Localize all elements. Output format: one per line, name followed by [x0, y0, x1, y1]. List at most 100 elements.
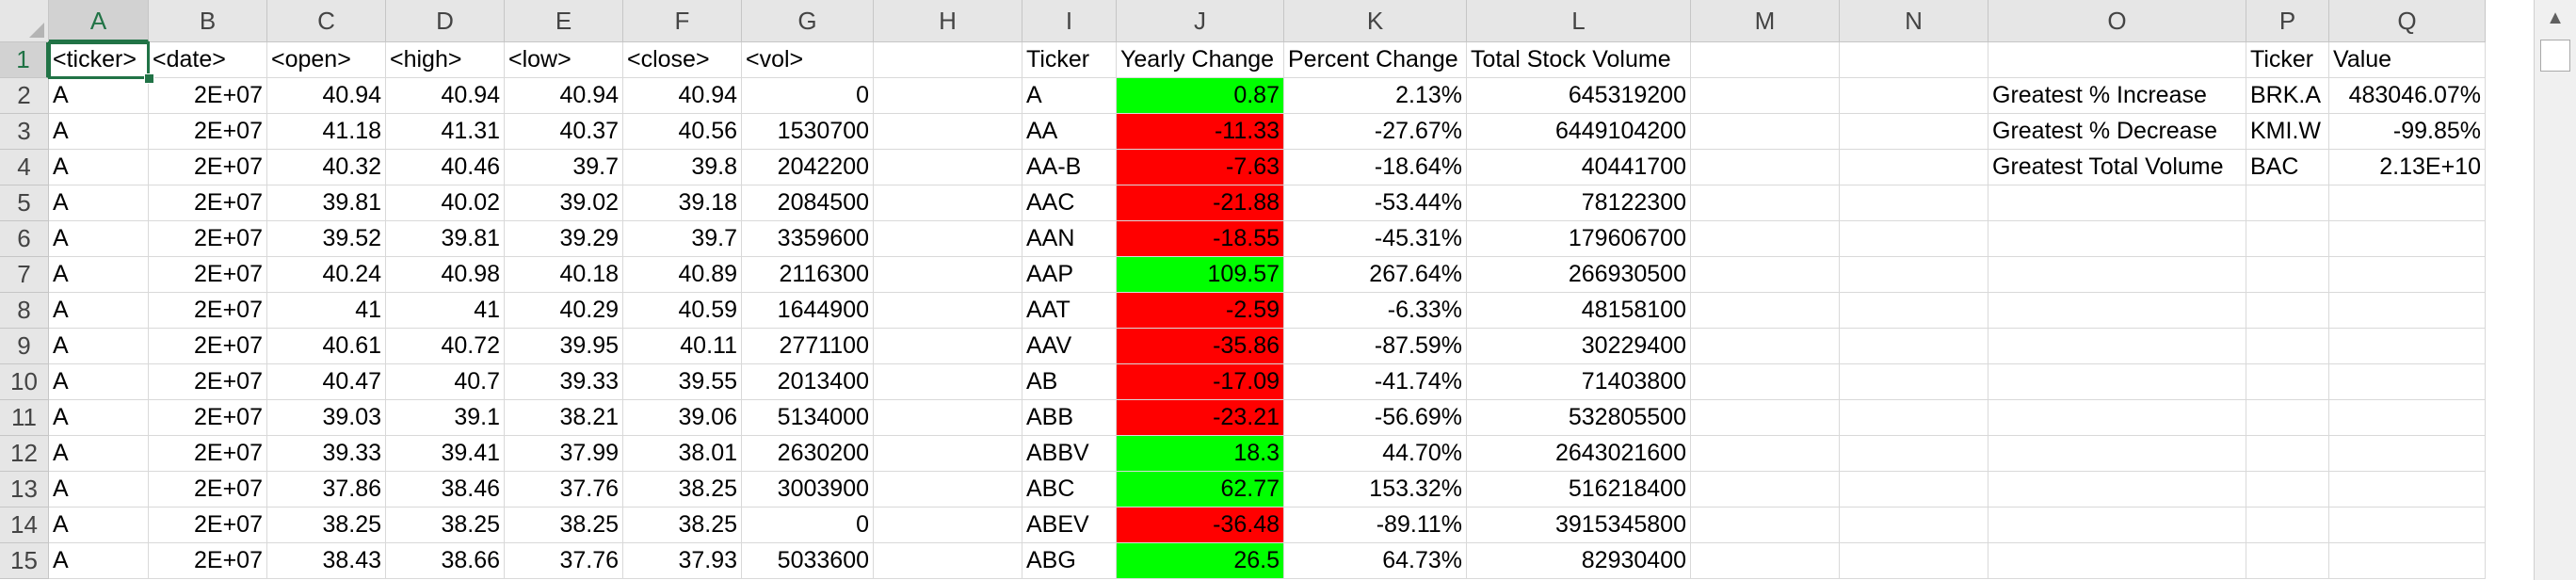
- grid-cell[interactable]: [2246, 185, 2329, 221]
- column-header-e[interactable]: E: [505, 0, 623, 42]
- column-header-f[interactable]: F: [623, 0, 742, 42]
- cell-p4[interactable]: BAC: [2246, 150, 2329, 185]
- cell-l13[interactable]: 516218400: [1467, 472, 1691, 508]
- yearly-change-cell[interactable]: 109.57: [1117, 257, 1284, 293]
- grid-cell[interactable]: [2246, 400, 2329, 436]
- grid-cell[interactable]: [1840, 400, 1988, 436]
- cell-a10[interactable]: A: [49, 364, 149, 400]
- grid-cell[interactable]: [1840, 42, 1988, 78]
- cell-a4[interactable]: A: [49, 150, 149, 185]
- cell-k7[interactable]: 267.64%: [1284, 257, 1467, 293]
- row-header-5[interactable]: 5: [0, 185, 49, 221]
- grid-cell[interactable]: [1988, 185, 2246, 221]
- cell-d5[interactable]: 40.02: [386, 185, 505, 221]
- cell-f12[interactable]: 38.01: [623, 436, 742, 472]
- cell-i15[interactable]: ABG: [1022, 543, 1117, 579]
- cell-f6[interactable]: 39.7: [623, 221, 742, 257]
- cell-i6[interactable]: AAN: [1022, 221, 1117, 257]
- cell-e1[interactable]: <low>: [505, 42, 623, 78]
- grid-cell[interactable]: [1840, 78, 1988, 114]
- grid-cell[interactable]: [1988, 543, 2246, 579]
- grid-cell[interactable]: [2329, 221, 2486, 257]
- cell-c2[interactable]: 40.94: [267, 78, 386, 114]
- yearly-change-cell[interactable]: -11.33: [1117, 114, 1284, 150]
- cell-i3[interactable]: AA: [1022, 114, 1117, 150]
- cell-j1[interactable]: Yearly Change: [1117, 42, 1284, 78]
- cell-e13[interactable]: 37.76: [505, 472, 623, 508]
- cell-k10[interactable]: -41.74%: [1284, 364, 1467, 400]
- cell-q2[interactable]: 483046.07%: [2329, 78, 2486, 114]
- cell-d7[interactable]: 40.98: [386, 257, 505, 293]
- cell-f14[interactable]: 38.25: [623, 508, 742, 543]
- cell-a9[interactable]: A: [49, 329, 149, 364]
- cell-i2[interactable]: A: [1022, 78, 1117, 114]
- grid-cell[interactable]: [1840, 508, 1988, 543]
- column-header-d[interactable]: D: [386, 0, 505, 42]
- cell-b8[interactable]: 2E+07: [149, 293, 267, 329]
- yearly-change-cell[interactable]: -17.09: [1117, 364, 1284, 400]
- grid-cell[interactable]: [874, 364, 1022, 400]
- cell-k6[interactable]: -45.31%: [1284, 221, 1467, 257]
- grid-cell[interactable]: [874, 543, 1022, 579]
- row-header-8[interactable]: 8: [0, 293, 49, 329]
- grid-cell[interactable]: [2329, 185, 2486, 221]
- cell-g7[interactable]: 2116300: [742, 257, 874, 293]
- row-header-2[interactable]: 2: [0, 78, 49, 114]
- cell-q1[interactable]: Value: [2329, 42, 2486, 78]
- cell-a8[interactable]: A: [49, 293, 149, 329]
- cell-d14[interactable]: 38.25: [386, 508, 505, 543]
- cell-f4[interactable]: 39.8: [623, 150, 742, 185]
- grid-cell[interactable]: [2246, 364, 2329, 400]
- cell-l14[interactable]: 3915345800: [1467, 508, 1691, 543]
- cell-l7[interactable]: 266930500: [1467, 257, 1691, 293]
- cell-b9[interactable]: 2E+07: [149, 329, 267, 364]
- cell-d1[interactable]: <high>: [386, 42, 505, 78]
- row-header-3[interactable]: 3: [0, 114, 49, 150]
- cell-q3[interactable]: -99.85%: [2329, 114, 2486, 150]
- cell-e7[interactable]: 40.18: [505, 257, 623, 293]
- yearly-change-cell[interactable]: 62.77: [1117, 472, 1284, 508]
- column-header-a[interactable]: A: [49, 0, 149, 42]
- cell-c10[interactable]: 40.47: [267, 364, 386, 400]
- grid-cell[interactable]: [2329, 400, 2486, 436]
- cell-i9[interactable]: AAV: [1022, 329, 1117, 364]
- cell-a15[interactable]: A: [49, 543, 149, 579]
- grid-cell[interactable]: [1691, 150, 1840, 185]
- cell-l3[interactable]: 6449104200: [1467, 114, 1691, 150]
- cell-b12[interactable]: 2E+07: [149, 436, 267, 472]
- row-header-11[interactable]: 11: [0, 400, 49, 436]
- cell-k11[interactable]: -56.69%: [1284, 400, 1467, 436]
- cell-k15[interactable]: 64.73%: [1284, 543, 1467, 579]
- grid-cell[interactable]: [874, 150, 1022, 185]
- cell-g10[interactable]: 2013400: [742, 364, 874, 400]
- cell-c4[interactable]: 40.32: [267, 150, 386, 185]
- grid-cell[interactable]: [2246, 221, 2329, 257]
- grid-cell[interactable]: [1840, 114, 1988, 150]
- cell-k2[interactable]: 2.13%: [1284, 78, 1467, 114]
- cell-p1[interactable]: Ticker: [2246, 42, 2329, 78]
- cell-b1[interactable]: <date>: [149, 42, 267, 78]
- row-header-12[interactable]: 12: [0, 436, 49, 472]
- cell-g8[interactable]: 1644900: [742, 293, 874, 329]
- cell-b10[interactable]: 2E+07: [149, 364, 267, 400]
- cell-d15[interactable]: 38.66: [386, 543, 505, 579]
- cell-g3[interactable]: 1530700: [742, 114, 874, 150]
- grid-cell[interactable]: [1988, 293, 2246, 329]
- cell-p2[interactable]: BRK.A: [2246, 78, 2329, 114]
- grid-cell[interactable]: [1988, 400, 2246, 436]
- cell-i8[interactable]: AAT: [1022, 293, 1117, 329]
- column-header-q[interactable]: Q: [2329, 0, 2486, 42]
- cell-g15[interactable]: 5033600: [742, 543, 874, 579]
- cell-d9[interactable]: 40.72: [386, 329, 505, 364]
- cell-e8[interactable]: 40.29: [505, 293, 623, 329]
- grid-cell[interactable]: [2246, 543, 2329, 579]
- cell-a3[interactable]: A: [49, 114, 149, 150]
- cell-e14[interactable]: 38.25: [505, 508, 623, 543]
- cell-a1[interactable]: <ticker>: [49, 42, 149, 78]
- cell-a14[interactable]: A: [49, 508, 149, 543]
- cell-a2[interactable]: A: [49, 78, 149, 114]
- grid-cell[interactable]: [1840, 543, 1988, 579]
- grid-cell[interactable]: [874, 436, 1022, 472]
- cell-i12[interactable]: ABBV: [1022, 436, 1117, 472]
- cell-l4[interactable]: 40441700: [1467, 150, 1691, 185]
